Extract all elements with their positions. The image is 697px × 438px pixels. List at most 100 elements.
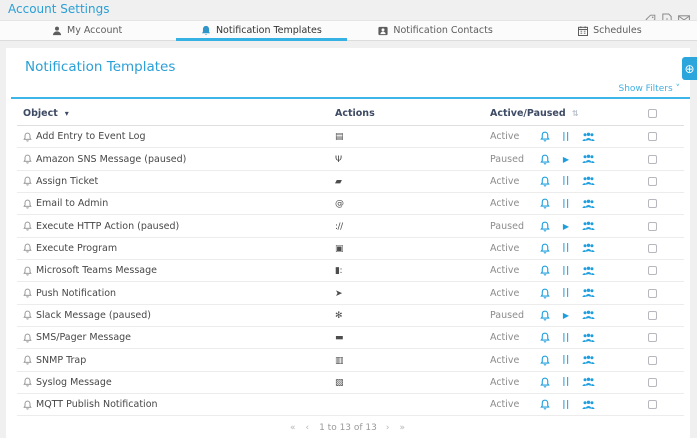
- used-by-users-icon[interactable]: [582, 310, 595, 320]
- select-all-checkbox[interactable]: [648, 109, 657, 118]
- test-notification-bell-icon[interactable]: [540, 131, 550, 142]
- program-icon[interactable]: ▣: [335, 243, 344, 254]
- sort-toggle-icon: ⇅: [571, 109, 579, 118]
- row-checkbox[interactable]: [648, 176, 657, 186]
- row-checkbox[interactable]: [648, 221, 657, 231]
- object-name-link[interactable]: SMS/Pager Message: [36, 332, 132, 344]
- prev-page-button[interactable]: ‹: [305, 423, 311, 433]
- row-checkbox[interactable]: [648, 355, 657, 365]
- pause-icon[interactable]: ||: [562, 399, 570, 410]
- object-name-link[interactable]: Execute Program: [36, 242, 118, 254]
- show-filters-link[interactable]: Show Filters ˅: [618, 84, 680, 94]
- test-notification-bell-icon[interactable]: [540, 221, 550, 232]
- bell-icon: [23, 221, 32, 231]
- used-by-users-icon[interactable]: [582, 266, 595, 276]
- pause-icon[interactable]: ||: [562, 377, 570, 388]
- used-by-users-icon[interactable]: [582, 355, 595, 365]
- used-by-users-icon[interactable]: [582, 333, 595, 343]
- test-notification-bell-icon[interactable]: [540, 377, 550, 388]
- used-by-users-icon[interactable]: [582, 199, 595, 209]
- used-by-users-icon[interactable]: [582, 288, 595, 298]
- test-notification-bell-icon[interactable]: [540, 176, 550, 187]
- pause-icon[interactable]: ||: [562, 265, 570, 276]
- pause-icon[interactable]: ||: [562, 131, 570, 142]
- resume-icon[interactable]: ▶: [562, 310, 570, 320]
- used-by-users-icon[interactable]: [582, 400, 595, 410]
- tab-schedules[interactable]: Schedules: [523, 21, 697, 40]
- test-notification-bell-icon[interactable]: [540, 288, 550, 299]
- object-name-link[interactable]: Assign Ticket: [36, 175, 99, 187]
- resume-icon[interactable]: ▶: [562, 154, 570, 164]
- pause-icon[interactable]: ||: [562, 176, 570, 187]
- test-notification-bell-icon[interactable]: [540, 265, 550, 276]
- teams-icon[interactable]: ▮:: [335, 266, 343, 277]
- last-page-button[interactable]: »: [399, 423, 407, 433]
- object-name-link[interactable]: Add Entry to Event Log: [36, 131, 146, 143]
- event-log-icon[interactable]: ▤: [335, 132, 344, 143]
- bell-icon: [23, 199, 32, 209]
- used-by-users-icon[interactable]: [582, 154, 595, 164]
- used-by-users-icon[interactable]: [582, 221, 595, 231]
- sms-icon[interactable]: ▬: [335, 333, 344, 344]
- pause-icon[interactable]: ||: [562, 288, 570, 299]
- http-icon[interactable]: ://: [335, 221, 343, 232]
- used-by-users-icon[interactable]: [582, 132, 595, 142]
- object-name-link[interactable]: Execute HTTP Action (paused): [36, 220, 180, 232]
- send-icon[interactable]: ➤: [335, 288, 343, 299]
- object-name-link[interactable]: Email to Admin: [36, 198, 109, 210]
- sort-desc-icon: ▾: [64, 109, 69, 118]
- tab-my-account[interactable]: My Account: [0, 21, 174, 40]
- object-name-link[interactable]: SNMP Trap: [36, 354, 87, 366]
- row-checkbox[interactable]: [648, 154, 657, 164]
- next-page-button[interactable]: ›: [385, 423, 391, 433]
- at-sign-icon[interactable]: @: [335, 199, 344, 210]
- add-template-button[interactable]: ⊕: [682, 57, 697, 80]
- row-checkbox[interactable]: [648, 288, 657, 298]
- row-checkbox[interactable]: [648, 310, 657, 320]
- test-notification-bell-icon[interactable]: [540, 355, 550, 366]
- tab-notification-templates[interactable]: Notification Templates: [174, 21, 348, 41]
- pause-icon[interactable]: ||: [562, 198, 570, 209]
- column-header-object[interactable]: Object ▾: [23, 108, 69, 119]
- column-header-active-paused[interactable]: Active/Paused ⇅: [490, 108, 579, 119]
- pause-icon[interactable]: ||: [562, 243, 570, 254]
- used-by-users-icon[interactable]: [582, 377, 595, 387]
- row-checkbox[interactable]: [648, 333, 657, 343]
- used-by-users-icon[interactable]: [582, 176, 595, 186]
- row-checkbox[interactable]: [648, 243, 657, 253]
- test-notification-bell-icon[interactable]: [540, 243, 550, 254]
- used-by-users-icon[interactable]: [582, 243, 595, 253]
- object-name-link[interactable]: Slack Message (paused): [36, 309, 152, 321]
- bell-icon: [23, 243, 32, 253]
- row-checkbox[interactable]: [648, 132, 657, 142]
- tab-notification-contacts[interactable]: Notification Contacts: [349, 21, 523, 40]
- object-name-link[interactable]: Microsoft Teams Message: [36, 265, 157, 277]
- test-notification-bell-icon[interactable]: [540, 198, 550, 209]
- row-checkbox[interactable]: [648, 400, 657, 410]
- object-name-link[interactable]: Amazon SNS Message (paused): [36, 153, 187, 165]
- bell-icon: [23, 176, 32, 186]
- object-name-link[interactable]: Push Notification: [36, 287, 117, 299]
- row-checkbox[interactable]: [648, 377, 657, 387]
- ticket-icon[interactable]: ▰: [335, 176, 342, 187]
- slack-icon[interactable]: ✻: [335, 310, 343, 321]
- pause-icon[interactable]: ||: [562, 355, 570, 366]
- object-name-link[interactable]: Syslog Message: [36, 376, 112, 388]
- pause-icon[interactable]: ||: [562, 332, 570, 343]
- test-notification-bell-icon[interactable]: [540, 154, 550, 165]
- resume-icon[interactable]: ▶: [562, 221, 570, 231]
- test-notification-bell-icon[interactable]: [540, 310, 550, 321]
- status-text: Active: [490, 265, 520, 277]
- row-checkbox[interactable]: [648, 199, 657, 209]
- syslog-icon[interactable]: ▧: [335, 377, 344, 388]
- test-notification-bell-icon[interactable]: [540, 332, 550, 343]
- amazon-sns-icon[interactable]: Ψ: [335, 154, 342, 165]
- row-checkbox[interactable]: [648, 266, 657, 276]
- object-name-link[interactable]: MQTT Publish Notification: [36, 399, 158, 411]
- status-text: Active: [490, 131, 520, 143]
- snmp-icon[interactable]: ▥: [335, 355, 344, 366]
- bell-icon: [23, 132, 32, 142]
- status-text: Paused: [490, 220, 524, 232]
- first-page-button[interactable]: «: [289, 423, 297, 433]
- test-notification-bell-icon[interactable]: [540, 399, 550, 410]
